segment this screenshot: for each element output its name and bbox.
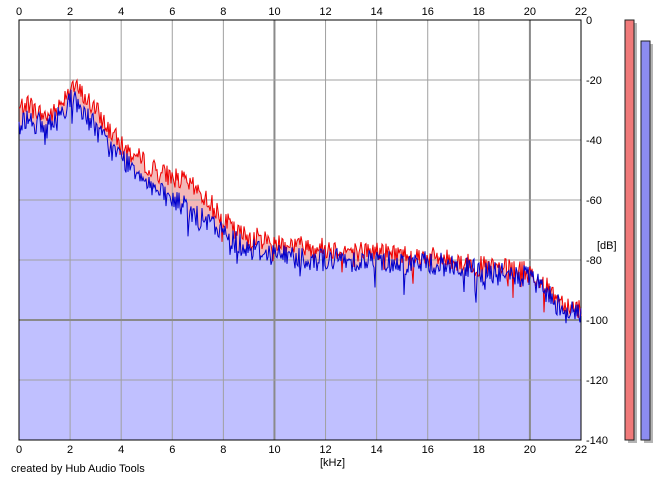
left-level-meter — [624, 19, 635, 441]
x-tick-label-top: 16 — [422, 6, 434, 18]
plot-border — [18, 19, 582, 441]
credit-text: created by Hub Audio Tools — [11, 463, 145, 475]
x-tick-label-bottom: 4 — [118, 444, 124, 456]
y-tick-label: -40 — [586, 135, 602, 147]
y-tick-label: -100 — [586, 315, 608, 327]
x-tick-label-bottom: 20 — [524, 444, 536, 456]
x-axis-label: [kHz] — [320, 457, 346, 469]
left-channel-line — [18, 78, 582, 318]
x-tick-label-bottom: 2 — [67, 444, 73, 456]
x-tick-label-bottom: 10 — [268, 444, 280, 456]
y-tick-label: 0 — [586, 15, 592, 27]
y-tick-label: -80 — [586, 255, 602, 267]
x-tick-label-bottom: 14 — [371, 444, 383, 456]
x-tick-label-bottom: 18 — [473, 444, 485, 456]
x-tick-label-top: 18 — [473, 6, 485, 18]
right-channel-fill — [19, 89, 581, 440]
x-tick-label-bottom: 0 — [16, 444, 22, 456]
y-tick-label: -60 — [586, 195, 602, 207]
x-tick-label-top: 20 — [524, 6, 536, 18]
x-tick-label-bottom: 8 — [220, 444, 226, 456]
y-axis-label: [dB] — [597, 240, 617, 252]
x-tick-label-bottom: 16 — [422, 444, 434, 456]
right-level-meter — [640, 40, 651, 441]
y-tick-label: -120 — [586, 375, 608, 387]
x-tick-label-top: 4 — [118, 6, 124, 18]
right-channel-line — [18, 89, 582, 324]
x-tick-label-bottom: 22 — [575, 444, 587, 456]
x-tick-label-top: 12 — [319, 6, 331, 18]
x-tick-label-bottom: 6 — [169, 444, 175, 456]
x-tick-label-top: 0 — [16, 6, 22, 18]
x-tick-label-top: 8 — [220, 6, 226, 18]
x-tick-label-top: 2 — [67, 6, 73, 18]
y-tick-label: -20 — [586, 75, 602, 87]
x-tick-label-top: 14 — [371, 6, 383, 18]
x-tick-label-top: 6 — [169, 6, 175, 18]
x-tick-label-top: 10 — [268, 6, 280, 18]
x-tick-label-top: 22 — [575, 6, 587, 18]
x-tick-label-bottom: 12 — [319, 444, 331, 456]
y-tick-label: -140 — [586, 435, 608, 447]
